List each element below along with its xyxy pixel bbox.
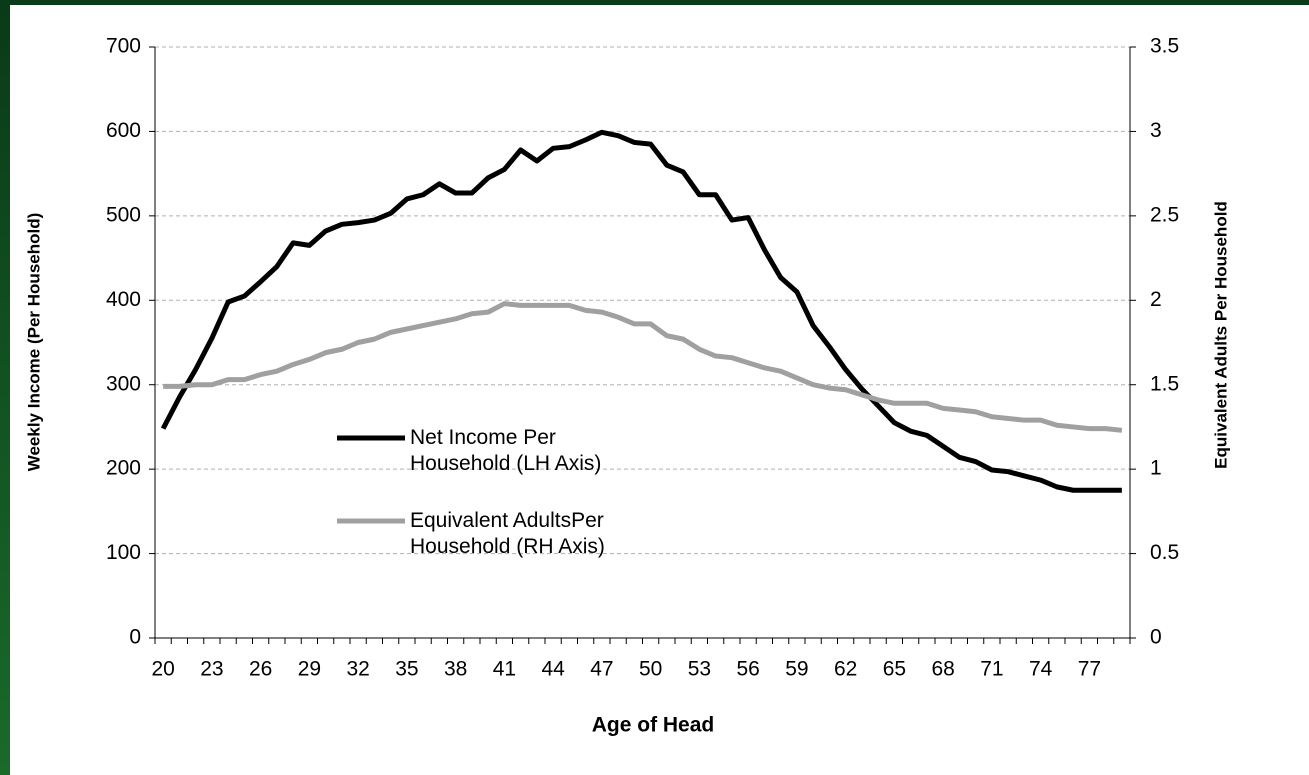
- y2-tick-label: 2: [1150, 288, 1162, 311]
- y-tick-label: 700: [106, 35, 141, 58]
- x-tick-label: 38: [444, 658, 467, 681]
- x-tick-label: 53: [688, 658, 711, 681]
- y-tick-label: 0: [129, 626, 141, 649]
- x-axis-title: Age of Head: [592, 714, 715, 737]
- x-tick-label: 74: [1029, 658, 1053, 681]
- series-line: [163, 301, 1123, 433]
- x-tick-label: 50: [639, 658, 662, 681]
- chart-background: [10, 5, 1309, 775]
- y2-tick-label: 0: [1150, 626, 1162, 649]
- x-tick-label: 68: [931, 658, 954, 681]
- x-tick-label: 41: [493, 658, 516, 681]
- x-tick-label: 20: [151, 658, 174, 681]
- y-tick-label: 200: [106, 457, 141, 480]
- x-tick-label: 23: [200, 658, 223, 681]
- y2-tick-label: 2.5: [1150, 203, 1179, 226]
- y2-tick-label: 3: [1150, 119, 1162, 142]
- y-tick-label: 300: [106, 372, 141, 395]
- x-tick-label: 32: [346, 658, 369, 681]
- legend-label: Net Income Per Household (LH Axis): [410, 426, 602, 475]
- y-tick-label: 100: [106, 541, 141, 564]
- x-tick-label: 59: [785, 658, 808, 681]
- y-tick-label: 600: [106, 119, 141, 142]
- legend-label: Equivalent AdultsPer Household (RH Axis): [410, 509, 605, 558]
- y2-tick-label: 1: [1150, 457, 1162, 480]
- y2-tick-label: 0.5: [1150, 541, 1179, 564]
- series-line: [160, 129, 1122, 493]
- y-tick-label: 500: [106, 203, 141, 226]
- x-tick-label: 26: [249, 658, 272, 681]
- y2-tick-label: 3.5: [1150, 35, 1179, 58]
- x-tick-label: 47: [590, 658, 613, 681]
- x-tick-label: 77: [1078, 658, 1101, 681]
- x-tick-label: 35: [395, 658, 418, 681]
- y-tick-label: 400: [106, 288, 141, 311]
- x-tick-label: 65: [883, 658, 906, 681]
- x-tick-label: 56: [736, 658, 759, 681]
- x-tick-label: 71: [980, 658, 1003, 681]
- y-axis-title: Weekly Income (Per Household): [24, 213, 43, 472]
- x-tick-label: 29: [298, 658, 321, 681]
- x-tick-label: 44: [541, 658, 565, 681]
- x-tick-label: 62: [834, 658, 857, 681]
- y2-axis-title: Equivalent Adults Per Household: [1211, 201, 1230, 469]
- y2-tick-label: 1.5: [1150, 372, 1179, 395]
